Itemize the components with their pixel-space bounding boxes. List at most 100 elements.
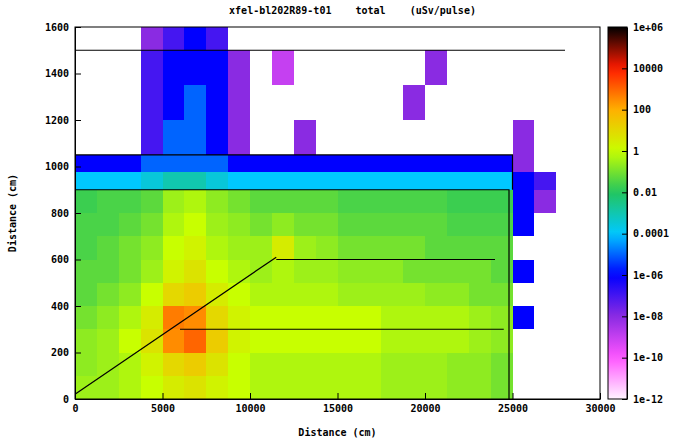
heat-cell xyxy=(141,306,163,329)
heat-cell xyxy=(294,260,316,283)
heat-cell xyxy=(316,236,338,259)
heat-cell xyxy=(316,283,338,306)
heat-cell xyxy=(206,155,228,172)
heat-cell xyxy=(338,236,360,259)
heat-cell xyxy=(163,155,185,172)
heat-cell xyxy=(381,260,403,283)
heat-cell xyxy=(119,306,141,329)
heat-cell xyxy=(141,260,163,283)
heat-cell xyxy=(250,329,272,352)
heat-cell xyxy=(97,236,119,259)
tick-label: 1600 xyxy=(45,22,69,33)
heat-cell xyxy=(184,172,206,189)
heat-cell xyxy=(403,213,425,236)
heat-cell xyxy=(447,213,469,236)
heat-cell xyxy=(381,172,403,189)
heat-cell xyxy=(425,155,447,172)
plot-area xyxy=(75,27,565,399)
heat-cell xyxy=(206,172,228,189)
heat-cell xyxy=(119,155,141,172)
heat-cell xyxy=(381,306,403,329)
heat-cell xyxy=(228,260,250,283)
heat-cell xyxy=(513,213,535,236)
heat-cell xyxy=(359,306,381,329)
tick: 0.01 xyxy=(622,187,657,198)
heat-cell xyxy=(381,329,403,352)
heat-cell xyxy=(206,376,228,399)
heat-cell xyxy=(97,376,119,399)
tick: 1200 xyxy=(45,115,81,126)
heat-cell xyxy=(163,172,185,189)
tick-label: 25000 xyxy=(498,403,528,414)
heat-cell xyxy=(425,376,447,399)
heat-cell xyxy=(381,353,403,376)
heat-cell xyxy=(163,353,185,376)
heat-cell xyxy=(447,329,469,352)
heat-cell xyxy=(184,376,206,399)
tick-mark xyxy=(163,393,164,399)
tick: 1400 xyxy=(45,68,81,79)
tick-label: 0.0001 xyxy=(633,228,669,239)
tick-label: 800 xyxy=(51,208,69,219)
heat-cell xyxy=(403,236,425,259)
heat-cell xyxy=(381,213,403,236)
axis: 050001000015000200002500030000 xyxy=(72,393,615,414)
axis-line xyxy=(76,399,601,400)
heat-cell xyxy=(206,27,228,50)
heat-cell xyxy=(316,329,338,352)
heat-cell xyxy=(513,120,535,155)
tick-mark xyxy=(75,353,81,354)
heat-cell xyxy=(469,213,491,236)
heat-cell xyxy=(316,155,338,172)
heat-cell xyxy=(359,376,381,399)
heat-cell xyxy=(316,190,338,213)
heat-cell xyxy=(163,50,185,85)
tick-mark xyxy=(513,393,514,399)
heat-cell xyxy=(184,155,206,172)
heat-cell xyxy=(75,236,97,259)
heat-cell xyxy=(272,306,294,329)
tick-label: 1e-10 xyxy=(633,352,663,363)
heat-cell xyxy=(469,172,491,189)
heat-cell xyxy=(272,283,294,306)
heat-cell xyxy=(381,236,403,259)
heat-cell xyxy=(206,353,228,376)
heat-cell xyxy=(425,306,447,329)
heat-cell xyxy=(447,306,469,329)
heat-cell xyxy=(425,236,447,259)
heat-cell xyxy=(338,329,360,352)
tick-mark xyxy=(75,260,81,261)
tick: 1000 xyxy=(45,161,81,172)
heat-cell xyxy=(491,172,513,189)
heat-cell xyxy=(97,155,119,172)
heat-cell xyxy=(359,172,381,189)
heat-cell xyxy=(272,353,294,376)
tick-mark xyxy=(75,74,81,75)
heat-cell xyxy=(163,260,185,283)
heat-cell xyxy=(206,85,228,120)
heat-cell xyxy=(163,85,185,120)
tick-label: 200 xyxy=(51,347,69,358)
heat-cell xyxy=(75,329,97,352)
chart: 0500010000150002000025000300000200400600… xyxy=(0,0,690,444)
tick: 10000 xyxy=(622,63,663,74)
heat-cell xyxy=(228,50,250,85)
heat-cell xyxy=(163,120,185,155)
heat-cell xyxy=(141,236,163,259)
tick-mark xyxy=(75,27,81,28)
tick-mark xyxy=(75,306,81,307)
heat-cell xyxy=(141,329,163,352)
heat-cell xyxy=(338,283,360,306)
heat-cell xyxy=(75,283,97,306)
tick-mark xyxy=(338,393,339,399)
heat-cell xyxy=(75,190,97,213)
heat-cell xyxy=(359,260,381,283)
heat-cell xyxy=(316,353,338,376)
tick: 1600 xyxy=(45,22,81,33)
heat-cell xyxy=(469,376,491,399)
structure-line xyxy=(276,259,495,260)
heat-cell xyxy=(272,172,294,189)
heat-cell xyxy=(206,190,228,213)
heat-cell xyxy=(119,190,141,213)
tick-mark xyxy=(622,68,627,69)
